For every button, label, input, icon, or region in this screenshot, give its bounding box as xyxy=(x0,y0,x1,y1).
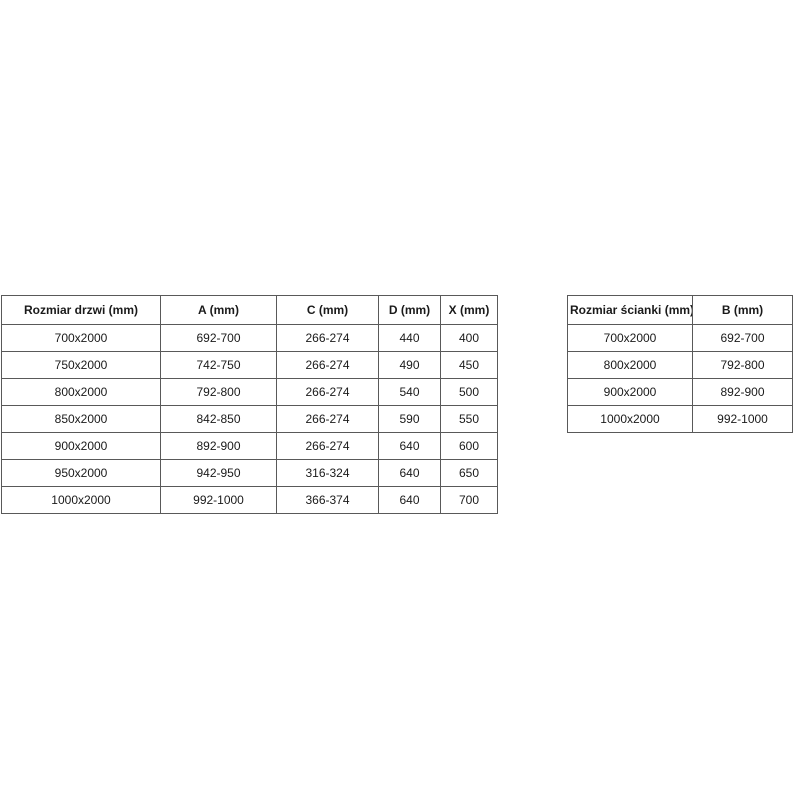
table-cell: 266-274 xyxy=(276,351,379,379)
table-cell: 1000x2000 xyxy=(567,405,693,433)
table-cell: 316-324 xyxy=(276,459,379,487)
table-row: 900x2000 892-900 xyxy=(567,378,793,406)
table-cell: 640 xyxy=(378,486,441,514)
column-header: D (mm) xyxy=(378,295,441,325)
table-cell: 692-700 xyxy=(692,324,793,352)
table-cell: 700x2000 xyxy=(567,324,693,352)
table-cell: 800x2000 xyxy=(567,351,693,379)
table-cell: 440 xyxy=(378,324,441,352)
table-cell: 640 xyxy=(378,459,441,487)
table-cell: 700x2000 xyxy=(1,324,161,352)
table-cell: 792-800 xyxy=(692,351,793,379)
table-cell: 750x2000 xyxy=(1,351,161,379)
column-header: A (mm) xyxy=(160,295,277,325)
table-cell: 590 xyxy=(378,405,441,433)
wall-table-body: 700x2000 692-700 800x2000 792-800 900x2000 89… xyxy=(567,324,793,433)
table-row: 800x2000 792-800 xyxy=(567,351,793,379)
table-cell: 366-374 xyxy=(276,486,379,514)
table-row: 700x2000 692-700 266-274 440 400 xyxy=(1,324,498,352)
table-cell: 450 xyxy=(440,351,498,379)
door-table-body: 700x2000 692-700 266-274 440 400 750x2000 742-… xyxy=(1,324,498,514)
table-row: 950x2000 942-950 316-324 640 650 xyxy=(1,459,498,487)
table-cell: 650 xyxy=(440,459,498,487)
column-header: C (mm) xyxy=(276,295,379,325)
table-cell: 892-900 xyxy=(692,378,793,406)
wall-table-header: Rozmiar ścianki (mm) B (mm) xyxy=(567,295,793,325)
table-row: 1000x2000 992-1000 366-374 640 700 xyxy=(1,486,498,514)
table-cell: 850x2000 xyxy=(1,405,161,433)
table-cell: 992-1000 xyxy=(692,405,793,433)
table-cell: 600 xyxy=(440,432,498,460)
table-cell: 692-700 xyxy=(160,324,277,352)
column-header: Rozmiar ścianki (mm) xyxy=(567,295,693,325)
table-row: 800x2000 792-800 266-274 540 500 xyxy=(1,378,498,406)
table-cell: 540 xyxy=(378,378,441,406)
table-header-row: Rozmiar drzwi (mm) A (mm) C (mm) D (mm) X (m… xyxy=(1,295,498,325)
table-header-row: Rozmiar ścianki (mm) B (mm) xyxy=(567,295,793,325)
table-cell: 500 xyxy=(440,378,498,406)
table-cell: 942-950 xyxy=(160,459,277,487)
table-cell: 900x2000 xyxy=(1,432,161,460)
table-row: 900x2000 892-900 266-274 640 600 xyxy=(1,432,498,460)
table-row: 700x2000 692-700 xyxy=(567,324,793,352)
table-cell: 400 xyxy=(440,324,498,352)
table-cell: 640 xyxy=(378,432,441,460)
table-cell: 266-274 xyxy=(276,378,379,406)
table-cell: 266-274 xyxy=(276,405,379,433)
wall-dimensions-table: Rozmiar ścianki (mm) B (mm) 700x2000 692-7… xyxy=(567,295,793,433)
table-cell: 266-274 xyxy=(276,324,379,352)
table-cell: 742-750 xyxy=(160,351,277,379)
column-header: Rozmiar drzwi (mm) xyxy=(1,295,161,325)
table-cell: 550 xyxy=(440,405,498,433)
table-cell: 800x2000 xyxy=(1,378,161,406)
table-cell: 792-800 xyxy=(160,378,277,406)
table-row: 1000x2000 992-1000 xyxy=(567,405,793,433)
column-header: B (mm) xyxy=(692,295,793,325)
table-row: 850x2000 842-850 266-274 590 550 xyxy=(1,405,498,433)
door-dimensions-table: Rozmiar drzwi (mm) A (mm) C (mm) D (mm) X (m… xyxy=(1,295,498,514)
column-header: X (mm) xyxy=(440,295,498,325)
table-row: 750x2000 742-750 266-274 490 450 xyxy=(1,351,498,379)
table-cell: 490 xyxy=(378,351,441,379)
table-cell: 842-850 xyxy=(160,405,277,433)
table-cell: 700 xyxy=(440,486,498,514)
table-cell: 266-274 xyxy=(276,432,379,460)
table-cell: 900x2000 xyxy=(567,378,693,406)
table-cell: 892-900 xyxy=(160,432,277,460)
table-cell: 992-1000 xyxy=(160,486,277,514)
table-cell: 1000x2000 xyxy=(1,486,161,514)
table-cell: 950x2000 xyxy=(1,459,161,487)
door-table-header: Rozmiar drzwi (mm) A (mm) C (mm) D (mm) X (m… xyxy=(1,295,498,325)
